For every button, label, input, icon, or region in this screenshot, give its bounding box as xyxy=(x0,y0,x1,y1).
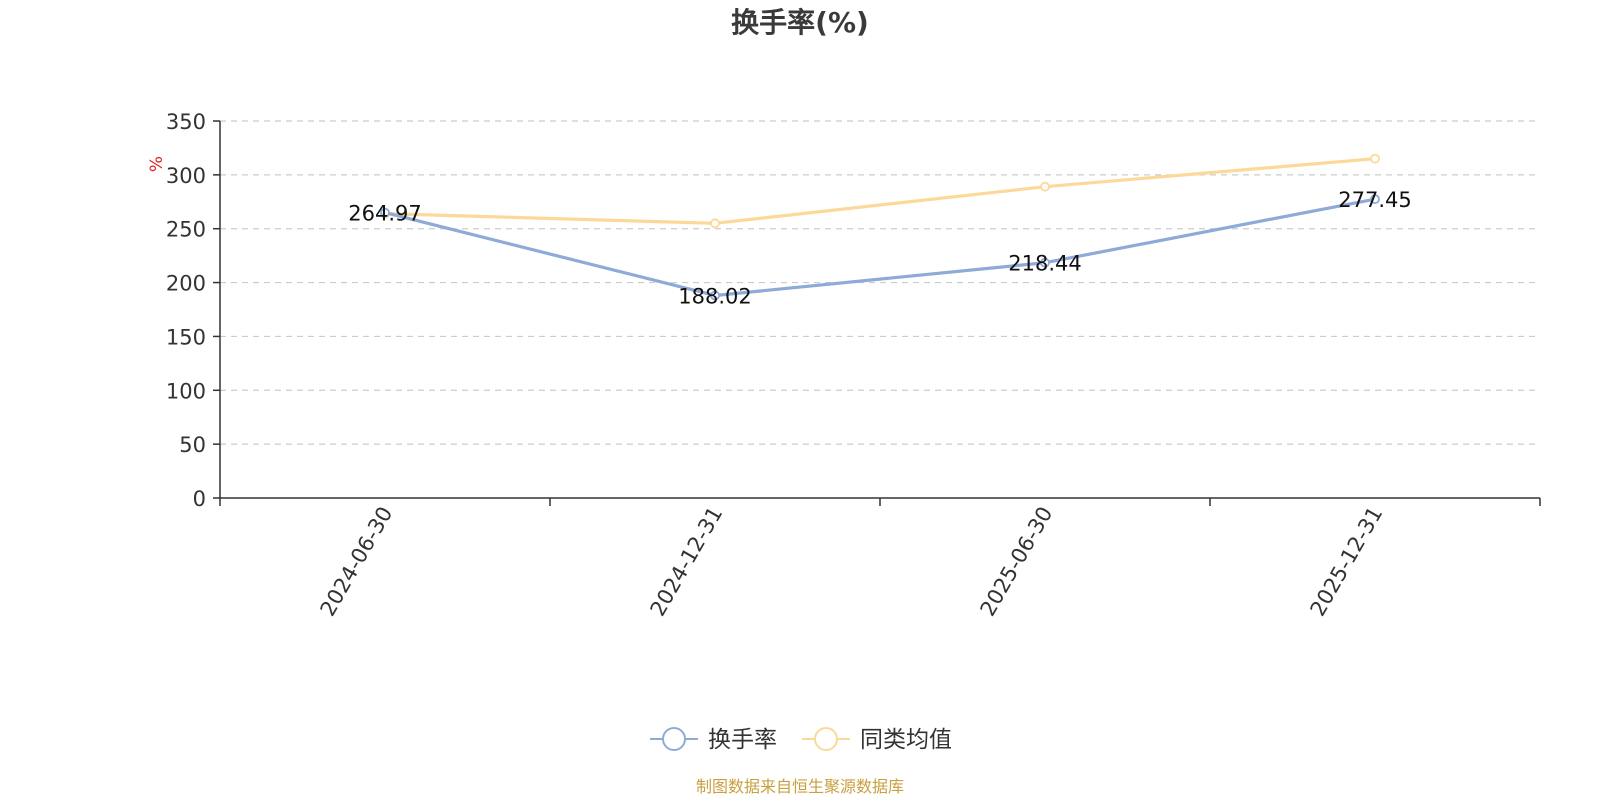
y-tick-label: 250 xyxy=(166,218,206,242)
data-label: 277.45 xyxy=(1338,188,1411,212)
y-tick-label: 50 xyxy=(179,433,206,457)
data-label: 188.02 xyxy=(678,284,751,308)
y-tick-label: 200 xyxy=(166,272,206,296)
series-line-0 xyxy=(383,197,1377,298)
legend-label-1: 同类均值 xyxy=(860,727,952,753)
series-1-point xyxy=(1370,153,1380,164)
y-tick-label: 300 xyxy=(166,164,206,188)
series-0-point xyxy=(710,290,720,301)
data-label: 218.44 xyxy=(1008,252,1081,276)
data-labels: 264.97 188.02 218.44 277.45 xyxy=(348,188,1411,308)
y-tick-label: 350 xyxy=(166,110,206,134)
y-tick-label: 150 xyxy=(166,325,206,349)
x-tick-label: 2025-06-30 xyxy=(976,503,1058,621)
y-tick-label: 100 xyxy=(166,379,206,403)
series-0-point xyxy=(1370,194,1380,205)
y-axis-unit-label: % xyxy=(147,156,167,172)
series-lines xyxy=(380,153,1380,301)
series-1-point xyxy=(1040,181,1050,192)
legend-marker-1 xyxy=(814,727,838,751)
gridlines xyxy=(220,120,1540,445)
series-1-point xyxy=(710,218,720,229)
chart-title: 换手率(%) xyxy=(731,6,869,39)
series-0-point xyxy=(380,207,390,218)
series-line-1 xyxy=(383,157,1377,225)
x-tick-label: 2024-06-30 xyxy=(316,503,398,621)
series-0-point xyxy=(1040,257,1050,268)
y-tick-label: 0 xyxy=(193,487,206,511)
x-tick-label: 2024-12-31 xyxy=(646,503,728,621)
legend: 换手率 同类均值 xyxy=(650,727,952,753)
legend-label-0: 换手率 xyxy=(708,727,777,753)
source-note: 制图数据来自恒生聚源数据库 xyxy=(696,777,904,796)
axes: 0 50 100 150 200 250 300 350 2024-06-30 2024-12-3… xyxy=(166,110,1541,621)
legend-marker-0 xyxy=(662,727,686,751)
x-tick-label: 2025-12-31 xyxy=(1306,503,1388,621)
data-label: 264.97 xyxy=(348,202,421,226)
